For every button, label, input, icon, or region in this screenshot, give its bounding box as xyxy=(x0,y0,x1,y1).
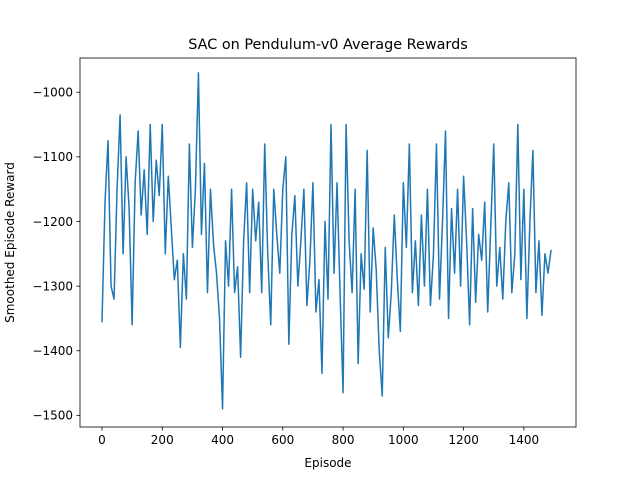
y-tick-label: −1100 xyxy=(32,150,73,164)
y-tick-label: −1500 xyxy=(32,409,73,423)
x-tick-label: 0 xyxy=(98,433,106,447)
plot-area xyxy=(101,72,552,410)
x-tick-label: 200 xyxy=(151,433,174,447)
y-axis-ticks: −1500 −1400 −1300 −1200 −1100 −1000 xyxy=(32,86,80,423)
x-tick-label: 1000 xyxy=(388,433,419,447)
x-tick-label: 1400 xyxy=(509,433,540,447)
axes-frame xyxy=(79,57,577,428)
x-axis-label: Episode xyxy=(304,456,351,470)
reward-series-line xyxy=(101,72,552,410)
x-tick-label: 800 xyxy=(332,433,355,447)
y-tick-label: −1300 xyxy=(32,279,73,293)
y-tick-label: −1200 xyxy=(32,215,73,229)
y-tick-label: −1400 xyxy=(32,344,73,358)
x-axis-ticks: 0 200 400 600 800 1000 1200 1400 xyxy=(98,427,539,447)
y-axis-label: Smoothed Episode Reward xyxy=(3,162,17,323)
x-tick-label: 400 xyxy=(211,433,234,447)
x-tick-label: 600 xyxy=(271,433,294,447)
y-tick-label: −1000 xyxy=(32,86,73,100)
chart-title: SAC on Pendulum-v0 Average Rewards xyxy=(188,37,467,53)
x-tick-label: 1200 xyxy=(448,433,479,447)
